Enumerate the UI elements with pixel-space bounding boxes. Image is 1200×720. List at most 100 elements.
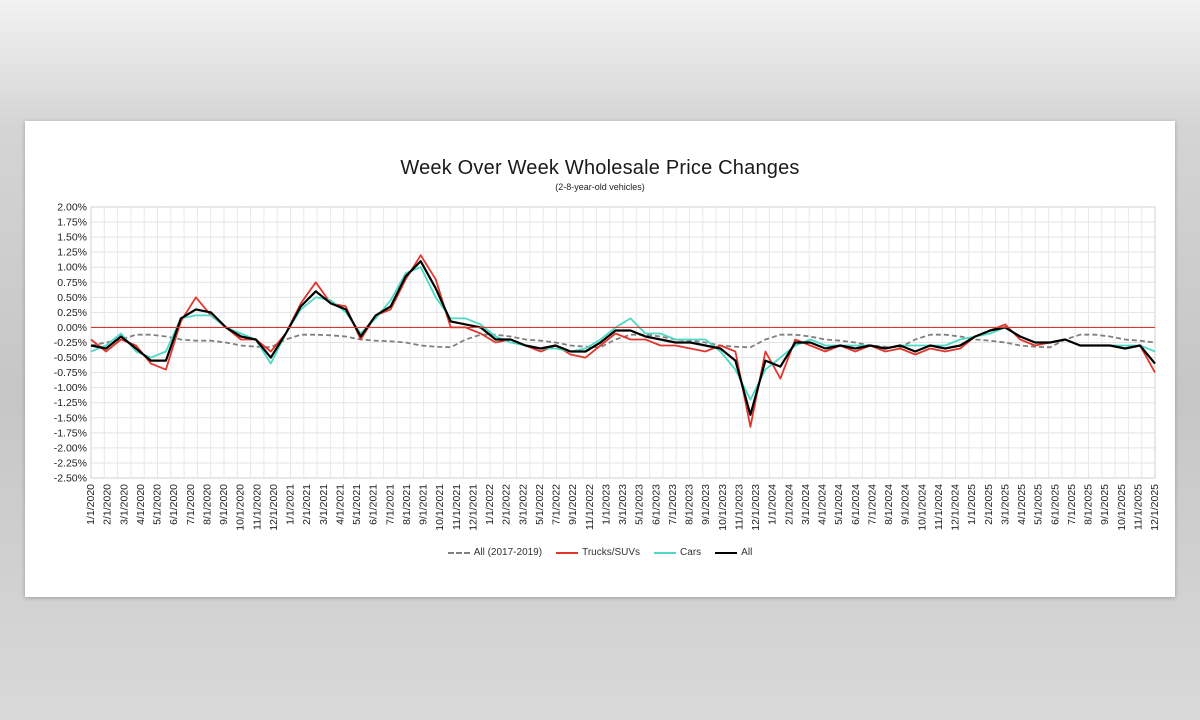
x-tick-label: 1/1/2020 <box>85 484 97 525</box>
x-tick-label: 5/1/2023 <box>634 484 646 525</box>
x-tick-label: 11/1/2021 <box>451 484 463 530</box>
x-tick-label: 2/1/2025 <box>983 484 995 525</box>
y-tick-label: 1.25% <box>57 247 87 259</box>
y-tick-label: 2.00% <box>57 202 87 214</box>
x-tick-label: 1/1/2022 <box>484 484 496 525</box>
y-tick-label: 1.50% <box>57 232 87 244</box>
chart-panel: Week Over Week Wholesale Price Changes (… <box>25 121 1175 597</box>
x-tick-label: 12/1/2020 <box>268 484 280 531</box>
x-tick-label: 10/1/2020 <box>235 484 247 531</box>
legend-item: Cars <box>654 547 701 558</box>
x-tick-label: 8/1/2024 <box>883 484 895 525</box>
x-tick-label: 6/1/2020 <box>168 484 180 525</box>
y-tick-label: -1.50% <box>54 412 87 424</box>
x-tick-label: 10/1/2024 <box>916 484 928 531</box>
x-tick-label: 1/1/2025 <box>966 484 978 525</box>
y-tick-label: 0.50% <box>57 292 87 304</box>
y-tick-label: -0.25% <box>54 337 87 349</box>
x-tick-label: 4/1/2025 <box>1016 484 1028 525</box>
series-line-all <box>90 260 1156 416</box>
chart-plot: 2.00% 1.75% 1.50% 1.25% 1.00% 0.75% 0.50% 0.25%… <box>54 202 1161 531</box>
y-tick-label: 1.00% <box>57 262 87 274</box>
legend-label: Cars <box>680 547 702 558</box>
legend-item: All <box>715 547 752 558</box>
x-tick-label: 5/1/2022 <box>534 484 546 525</box>
x-tick-label: 10/1/2021 <box>434 484 446 531</box>
x-tick-label: 7/1/2023 <box>667 484 679 525</box>
x-tick-label: 3/1/2025 <box>999 484 1011 525</box>
x-tick-label: 2/1/2021 <box>301 484 313 525</box>
x-tick-label: 4/1/2024 <box>817 484 829 525</box>
y-tick-label: 0.75% <box>57 277 87 289</box>
x-tick-label: 7/1/2021 <box>384 484 396 525</box>
x-tick-label: 8/1/2025 <box>1083 484 1095 525</box>
x-tick-label: 2/1/2024 <box>783 484 795 525</box>
x-tick-label: 1/1/2024 <box>767 484 779 525</box>
y-tick-label: 0.25% <box>57 307 87 319</box>
x-tick-label: 8/1/2020 <box>201 484 213 525</box>
x-tick-label: 3/1/2023 <box>617 484 629 525</box>
y-tick-label: -2.25% <box>54 457 87 469</box>
x-tick-label: 12/1/2025 <box>1149 484 1161 531</box>
x-tick-label: 9/1/2023 <box>700 484 712 525</box>
y-tick-label: -2.00% <box>54 442 87 454</box>
x-tick-label: 11/1/2022 <box>584 484 596 530</box>
x-tick-label: 9/1/2025 <box>1099 484 1111 525</box>
x-tick-label: 6/1/2021 <box>368 484 380 525</box>
y-tick-label: 0.00% <box>57 322 87 334</box>
y-tick-label: -0.50% <box>54 352 87 364</box>
x-tick-label: 9/1/2024 <box>900 484 912 525</box>
x-tick-label: 5/1/2024 <box>833 484 845 525</box>
x-tick-label: 1/1/2021 <box>285 484 297 525</box>
x-tick-label: 6/1/2023 <box>650 484 662 525</box>
x-tick-label: 7/1/2022 <box>551 484 563 525</box>
x-tick-label: 3/1/2021 <box>318 484 330 525</box>
x-tick-label: 8/1/2023 <box>684 484 696 525</box>
x-tick-label: 6/1/2024 <box>850 484 862 525</box>
title-block: Week Over Week Wholesale Price Changes (… <box>25 157 1175 192</box>
legend-label: Trucks/SUVs <box>582 547 641 558</box>
legend-item: Trucks/SUVs <box>556 547 640 558</box>
x-tick-label: 3/1/2020 <box>118 484 130 525</box>
y-tick-label: -2.50% <box>54 473 87 485</box>
x-tick-label: 10/1/2025 <box>1116 484 1128 531</box>
legend-swatch <box>654 551 677 554</box>
x-tick-label: 5/1/2025 <box>1033 484 1045 525</box>
x-tick-label: 5/1/2020 <box>152 484 164 525</box>
legend-swatch <box>447 551 470 554</box>
x-tick-label: 6/1/2025 <box>1049 484 1061 525</box>
x-tick-label: 8/1/2021 <box>401 484 413 525</box>
x-tick-label: 11/1/2020 <box>251 484 263 530</box>
legend-label: All <box>741 547 753 558</box>
x-tick-label: 4/1/2021 <box>334 484 346 525</box>
x-tick-label: 9/1/2021 <box>418 484 430 525</box>
plot-border <box>90 206 1156 479</box>
x-tick-label: 1/1/2023 <box>600 484 612 525</box>
x-tick-label: 3/1/2024 <box>800 484 812 525</box>
y-tick-label: -1.00% <box>54 382 87 394</box>
x-tick-label: 11/1/2023 <box>733 484 745 530</box>
x-tick-label: 11/1/2025 <box>1132 484 1144 530</box>
x-tick-label: 12/1/2023 <box>750 484 762 531</box>
x-tick-label: 10/1/2023 <box>717 484 729 531</box>
x-tick-label: 4/1/2020 <box>135 484 147 525</box>
y-tick-label: -0.75% <box>54 367 87 379</box>
x-tick-label: 9/1/2020 <box>218 484 230 525</box>
x-tick-label: 2/1/2020 <box>102 484 114 525</box>
chart-subtitle: (2-8-year-old vehicles) <box>555 182 645 192</box>
x-tick-label: 7/1/2024 <box>866 484 878 525</box>
legend-item: All (2017-2019) <box>447 547 543 558</box>
x-tick-label: 7/1/2020 <box>185 484 197 525</box>
x-tick-label: 7/1/2025 <box>1066 484 1078 525</box>
legend-swatch <box>556 551 579 554</box>
series-line-all-2017-2019 <box>90 333 1156 349</box>
legend-label: All (2017-2019) <box>473 547 543 558</box>
y-tick-label: -1.75% <box>54 427 87 439</box>
legend-swatch <box>715 551 738 554</box>
x-tick-label: 11/1/2024 <box>933 484 945 530</box>
x-tick-label: 5/1/2021 <box>351 484 363 525</box>
x-tick-label: 12/1/2024 <box>950 484 962 531</box>
chart-title: Week Over Week Wholesale Price Changes <box>400 157 800 179</box>
y-tick-label: 1.75% <box>57 217 87 229</box>
x-tick-label: 3/1/2022 <box>517 484 529 525</box>
